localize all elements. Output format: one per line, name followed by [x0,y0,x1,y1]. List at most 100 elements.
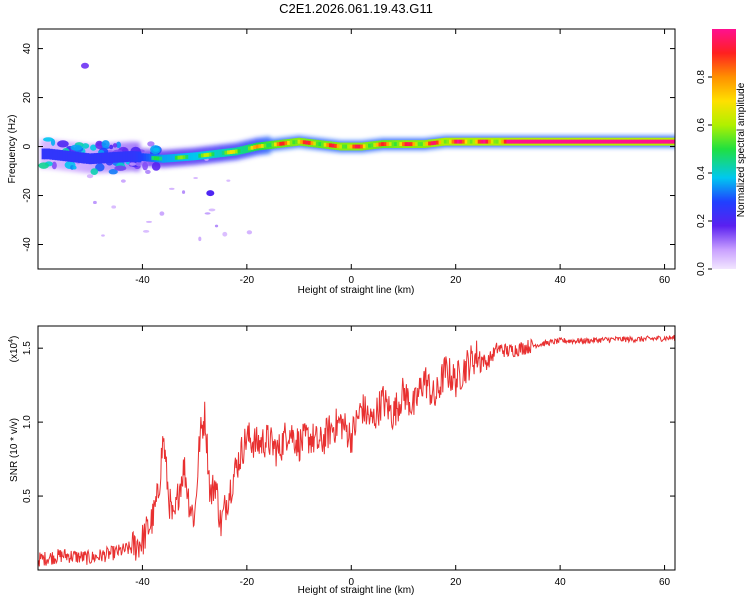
snr-y-ticks: 0.5 1.0 1.5 [22,341,675,503]
spectrogram-ridge-core [519,139,523,144]
spectrogram-ridge-cell [213,149,218,158]
spectrogram-ridge-core [232,149,236,154]
spectrogram-ridge-core [198,153,202,158]
spectrogram-ridge-core [623,139,627,144]
spectrogram-ridge-core [294,140,298,144]
spectrogram-blob [43,137,54,142]
snr-content [38,334,675,567]
spectrogram-ridge-core [297,139,301,144]
spectrogram-ridge-core [589,139,593,144]
spectrogram-ridge-core [331,143,335,148]
spectrogram-ridge-core [592,139,596,144]
spectrogram-y-tick-label: -40 [22,237,33,252]
spectrogram-ridge-core [237,148,241,153]
spectrogram-ridge-core [266,143,270,148]
spectrogram-ridge-core [422,142,426,147]
spectrogram-ridge-cell [172,154,176,162]
spectrogram-ridge-core [428,141,432,146]
spectrogram-ridge-core [234,149,238,154]
spectrogram-ridge-cell [148,153,152,162]
snr-x-label: Height of straight line (km) [298,585,415,596]
spectrogram-ridge-core [383,142,387,147]
spectrogram-ridge-cell [106,152,111,164]
spectrogram-ridge-core [650,139,654,144]
spectrogram-ridge-cell [138,151,142,163]
spectrogram-ridge-core [626,139,630,144]
spectrogram-ridge-cell [122,151,126,163]
spectrogram-ridge-core [336,144,340,149]
spectrogram-speckle [135,161,141,167]
spectrogram-ridge-core [349,144,353,149]
spectrogram-ridge-core [388,142,392,147]
spectrogram-ridge-cell [99,152,103,164]
spectrogram-ridge-core [352,144,356,149]
spectrogram-ridge-core [174,155,178,160]
spectrogram-ridge-cell [127,151,131,162]
spectrogram-speckle [120,179,126,183]
spectrogram-ridge-core [509,139,513,144]
spectrogram-ridge-core [482,139,486,144]
spectrogram-blob [147,141,155,147]
spectrogram-ridge-cell [125,151,129,163]
spectrogram-ridge-core [159,156,163,161]
spectrogram-ridge-core [334,143,338,148]
spectrogram-speckle [181,190,186,194]
spectrogram-speckle [168,187,175,190]
spectrogram-blob [51,161,57,170]
spectrogram-ridge-core [569,139,573,144]
spectrogram-ridge-core [253,145,257,150]
spectrogram-ridge-core [462,139,466,144]
spectrogram-ridge-core [605,139,609,144]
spectrogram-ridge-core [375,142,379,147]
spectrogram-ridge-core [365,143,369,148]
spectrogram-ridge-cell [88,153,92,165]
spectrogram-speckle [208,208,216,212]
spectrogram-ridge-core [326,143,330,147]
spectrogram-ridge-core [563,139,567,144]
spectrogram-ridge-core [642,139,646,144]
colorbar-ticks: 0.0 0.2 0.4 0.6 0.8 [696,70,712,276]
spectrogram-ridge-core [501,139,505,144]
spectrogram-ridge-cell [52,149,56,160]
spectrogram-ridge-core [663,139,667,144]
spectrogram-ridge-core [550,139,554,144]
spectrogram-ridge-core [634,139,638,144]
spectrogram-ridge-core [488,139,492,144]
spectrogram-ridge-cell [96,152,100,164]
spectrogram-x-tick-label: 60 [659,275,671,286]
spectrogram-blob [112,143,118,148]
spectrogram-ridge-cell [117,151,121,163]
spectrogram-ridge-core [386,142,390,147]
spectrogram-frame [37,28,676,270]
spectrogram-ridge-cell [119,151,124,163]
spectrogram-ridge-cell [187,152,192,161]
spectrogram-ridge-core [527,139,531,144]
spectrogram-ridge-core [472,139,476,144]
snr-x-tick-label: 40 [555,577,567,588]
spectrogram-ridge-core [255,144,259,149]
spectrogram-ridge-core [401,142,405,147]
spectrogram-y-tick-label: 0 [22,143,33,149]
snr-y-tick-label: 1.0 [22,415,33,429]
spectrogram-ridge-core [464,139,468,144]
spectrogram-ridge-core [448,139,452,144]
spectrogram-ridge-core [300,140,304,144]
spectrogram-ridge-core [284,141,288,146]
spectrogram-ridge-core [420,142,424,147]
spectrogram-ridge-core [608,139,612,144]
spectrogram-ridge-core [652,139,656,144]
spectrogram-ridge-core [561,139,565,144]
snr-scale-close: ) [9,336,20,339]
spectrogram-ridge-core [287,140,291,145]
spectrogram-ridge-core [268,143,272,147]
spectrogram-ridge-core [274,142,278,147]
spectrogram-ridge-core [524,139,528,144]
spectrogram-ridge-core [548,139,552,144]
spectrogram-ridge-core [211,152,215,157]
spectrogram-ridge-core [381,142,385,147]
spectrogram-ridge-cell [44,148,48,160]
spectrogram-blob [57,140,69,148]
spectrogram-ridge-cell [195,152,199,160]
spectrogram-speckle [93,200,97,205]
